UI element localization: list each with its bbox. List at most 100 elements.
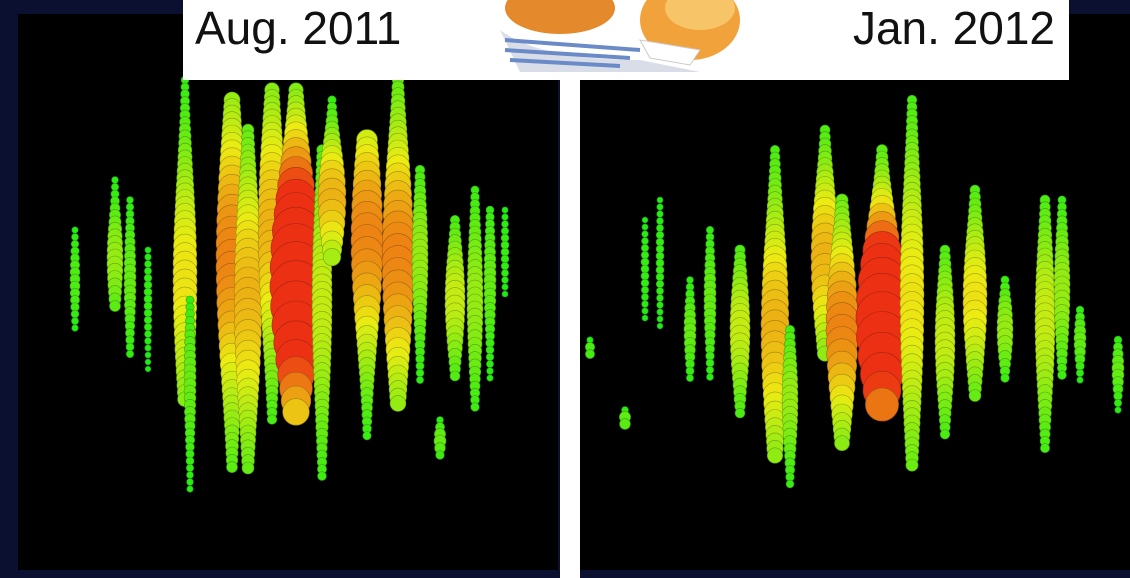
sensor-dot: [487, 368, 494, 375]
sensor-dot: [641, 293, 648, 300]
sensor-dot: [486, 360, 493, 367]
page: Aug. 2011 Jan. 2012 (() => { const data …: [0, 0, 1130, 578]
sensor-dot: [145, 254, 152, 261]
sensor-dot: [126, 350, 133, 357]
sensor-dot: [71, 317, 78, 324]
sensor-dot: [187, 486, 193, 492]
sensor-dot: [642, 301, 649, 308]
sensor-dot: [641, 286, 648, 293]
sensor-dot: [642, 217, 648, 223]
sensor-dot: [323, 248, 340, 265]
sensor-dot: [145, 247, 151, 253]
sensor-dot: [450, 371, 460, 381]
sensor-dot: [585, 349, 594, 358]
divider: [560, 10, 580, 578]
sensor-dot: [1001, 374, 1010, 383]
sensor-dot: [127, 197, 134, 204]
sensor-dot: [502, 284, 508, 290]
sensor-dot: [767, 448, 782, 463]
sensor-dot: [416, 369, 424, 377]
sensor-dot: [969, 390, 981, 402]
sensor-dot: [686, 374, 693, 381]
sensor-dot: [657, 309, 663, 315]
sensor-dot: [687, 277, 694, 284]
sensor-dot: [487, 375, 493, 381]
sensor-dot: [126, 343, 134, 351]
sensor-dot: [227, 462, 238, 473]
sensor-dot: [656, 273, 664, 281]
sensor-dot: [642, 224, 648, 230]
sensor-dot: [1115, 407, 1121, 413]
sensor-dot: [906, 459, 918, 471]
sensor-dot: [112, 177, 119, 184]
sensor-dot: [686, 367, 694, 375]
sensor-dot: [471, 403, 480, 412]
sensor-dot: [436, 451, 445, 460]
sensor-dot: [144, 316, 152, 324]
sensor-dot: [735, 408, 745, 418]
sensor-dot: [111, 183, 118, 190]
sensor-dot: [144, 267, 151, 274]
sensor-dot: [267, 415, 277, 425]
sensor-dot: [72, 227, 78, 233]
sensor-dot: [501, 227, 508, 234]
sensor-dot: [657, 295, 664, 302]
sensor-dot: [186, 457, 194, 465]
sensor-dot: [145, 352, 151, 358]
sensor-dot: [1114, 399, 1121, 406]
sensor-dot: [835, 436, 850, 451]
sensor-dot: [416, 376, 423, 383]
sensor-dot: [642, 308, 648, 314]
sensor-dot: [706, 366, 713, 373]
sensor-dot: [1040, 444, 1049, 453]
sensor-dot: [865, 388, 898, 421]
sensor-dot: [786, 480, 794, 488]
sensor-dot: [656, 238, 664, 246]
sensor-dot: [656, 224, 663, 231]
sensor-dot: [641, 272, 649, 280]
sensor-dot: [283, 399, 310, 426]
sensor-dot: [502, 277, 509, 284]
sensor-dot: [656, 287, 663, 294]
sensor-dot: [657, 197, 663, 203]
sensor-dot: [657, 204, 663, 210]
sensor-dot: [502, 214, 509, 221]
sensor-dot: [390, 396, 406, 412]
sensor-dot: [1076, 369, 1083, 376]
sensor-dot: [486, 353, 494, 361]
sensor-dot: [144, 323, 151, 330]
sensor-dot: [144, 309, 152, 317]
sensor-dot: [706, 226, 713, 233]
sensor-dot: [641, 244, 648, 251]
sensor-dot: [642, 238, 649, 245]
sensor-dot: [501, 269, 508, 276]
sensor-dot: [707, 374, 714, 381]
sensor-dot: [620, 419, 631, 430]
sensor-dot: [145, 261, 152, 268]
sensor-dot: [242, 462, 254, 474]
sensor-dot: [642, 231, 649, 238]
sensor-dot: [657, 316, 663, 322]
sensor-dot: [502, 207, 508, 213]
sensor-dot: [656, 231, 664, 239]
sensor-dot: [144, 274, 152, 282]
sensor-dot: [502, 291, 508, 297]
sensor-dot: [71, 310, 79, 318]
sensor-dot: [486, 346, 494, 354]
sensor-dot: [145, 366, 151, 372]
event-display: Aug. 2011 Jan. 2012: [0, 0, 1130, 578]
sensor-dot: [657, 302, 664, 309]
sensor-dot: [940, 430, 950, 440]
sensor-dot: [641, 279, 649, 287]
sensor-dot: [187, 472, 194, 479]
sensor-dot: [501, 255, 509, 263]
sensor-dot: [657, 211, 664, 218]
sensor-dot: [72, 325, 79, 332]
sensor-dot: [145, 359, 151, 365]
sensor-dot: [110, 301, 121, 312]
sensor-dot: [72, 234, 79, 241]
sensor-dot: [1058, 371, 1067, 380]
sensor-dot: [706, 359, 714, 367]
sensor-dot: [641, 251, 649, 259]
right-label: Jan. 2012: [853, 2, 1055, 54]
